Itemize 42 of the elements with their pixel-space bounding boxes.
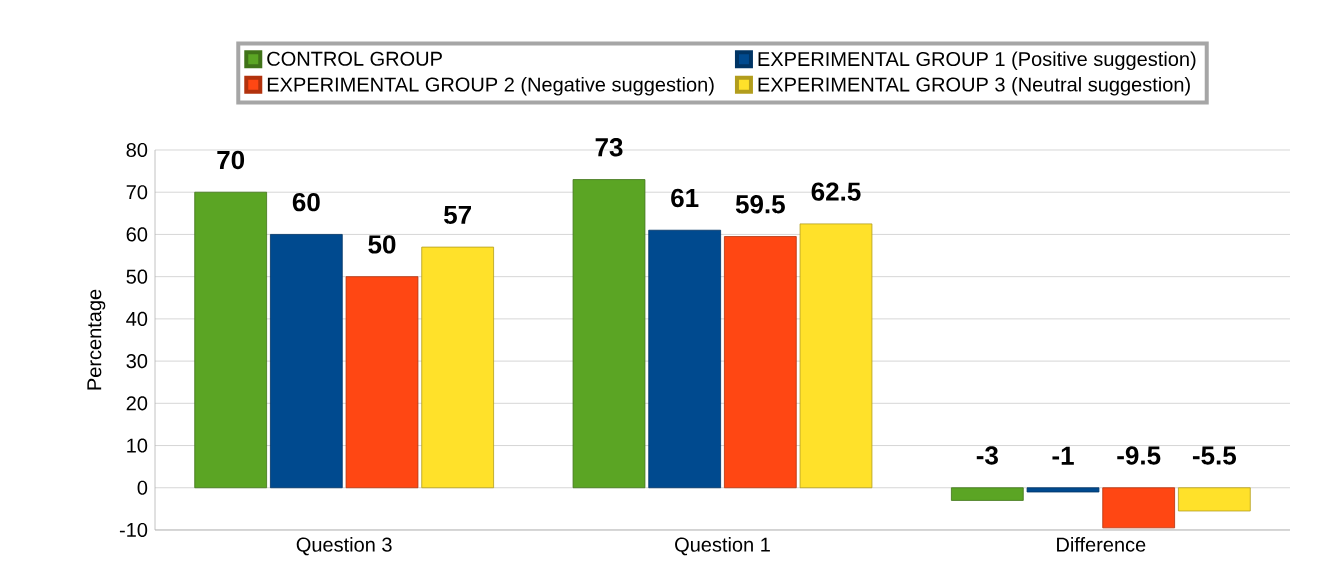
legend-label: EXPERIMENTAL GROUP 1 (Positive suggestion) — [758, 51, 1196, 71]
x-tick-label: Question 1 — [675, 537, 770, 556]
data-label: -1 — [1052, 446, 1074, 465]
y-tick-label: 40 — [126, 311, 148, 326]
bar — [1177, 487, 1251, 512]
data-label: 60 — [292, 192, 320, 212]
legend-label: CONTROL GROUP — [267, 51, 442, 66]
bar — [572, 179, 646, 489]
y-tick-label: 80 — [126, 142, 148, 158]
bar — [1026, 487, 1100, 493]
data-label: 61 — [671, 188, 699, 208]
data-label: 62.5 — [811, 182, 861, 201]
data-label: 59.5 — [735, 195, 785, 214]
bar — [1102, 487, 1176, 529]
y-tick-label: 10 — [127, 438, 148, 453]
x-tick-label: Question 3 — [296, 537, 392, 556]
x-tick-label: Difference — [1057, 537, 1146, 552]
data-label: 57 — [444, 205, 471, 225]
y-tick-label: -10 — [119, 522, 148, 538]
y-tick-label: 60 — [126, 227, 148, 242]
bar — [269, 234, 343, 489]
bar — [648, 229, 722, 489]
y-tick-label: 70 — [126, 185, 148, 200]
y-tick-label: 30 — [126, 354, 148, 369]
bar — [345, 276, 419, 489]
legend-label: EXPERIMENTAL GROUP 2 (Negative suggestion) — [267, 76, 714, 96]
bar — [799, 223, 873, 489]
bar — [421, 246, 495, 489]
y-axis-title: Percentage — [87, 289, 106, 390]
data-label: -9.5 — [1117, 446, 1161, 465]
bar — [724, 236, 797, 489]
data-label: 70 — [217, 150, 245, 170]
bar — [194, 191, 268, 489]
y-tick-label: 0 — [137, 480, 148, 495]
bar — [950, 487, 1024, 501]
data-label: 50 — [368, 235, 396, 254]
legend-label: EXPERIMENTAL GROUP 3 (Neutral suggestion) — [758, 76, 1190, 96]
y-tick-label: 20 — [126, 396, 148, 411]
y-tick-label: 50 — [126, 269, 148, 284]
data-label: -3 — [976, 446, 998, 465]
data-label: -5.5 — [1192, 446, 1237, 465]
data-label: 73 — [595, 138, 623, 157]
